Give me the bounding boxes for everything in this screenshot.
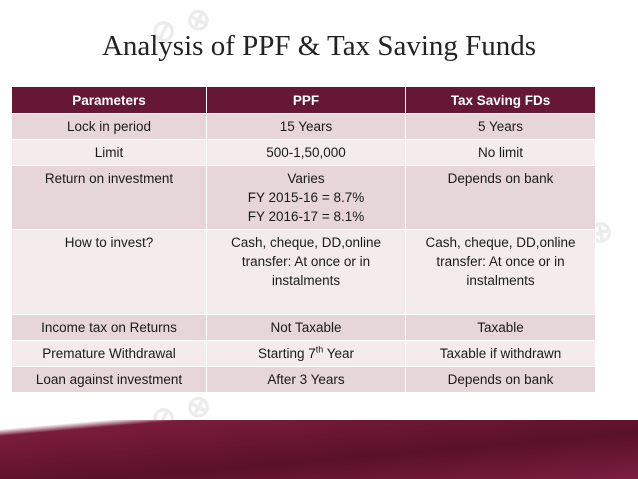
fd-cell: Taxable xyxy=(405,314,596,341)
comparison-table: Parameters PPF Tax Saving FDs Lock in pe… xyxy=(11,86,596,393)
param-cell: Return on investment xyxy=(11,165,207,230)
column-header: Parameters xyxy=(11,86,207,114)
param-cell: Premature Withdrawal xyxy=(11,340,207,367)
param-cell: How to invest? xyxy=(11,229,207,315)
cell-line: FY 2015-16 = 8.7% xyxy=(247,190,365,205)
ppf-cell: After 3 Years xyxy=(206,366,406,393)
cell-text: Year xyxy=(323,346,355,361)
param-cell: Lock in period xyxy=(11,113,207,140)
fd-cell: Depends on bank xyxy=(405,366,596,393)
fd-cell: Depends on bank xyxy=(405,165,596,230)
table-row: Income tax on Returns Not Taxable Taxabl… xyxy=(11,314,596,341)
cell-line: transfer: At once or in xyxy=(436,254,565,269)
table-row: Lock in period 15 Years 5 Years xyxy=(11,113,596,140)
cell-line: instalments xyxy=(466,273,535,288)
footer-band xyxy=(0,420,638,479)
slide-title: Analysis of PPF & Tax Saving Funds xyxy=(101,30,537,62)
ppf-cell: Varies FY 2015-16 = 8.7% FY 2016-17 = 8.… xyxy=(206,165,406,230)
header-row: Parameters PPF Tax Saving FDs xyxy=(11,86,596,114)
fd-cell: No limit xyxy=(405,139,596,166)
cell-line: Varies xyxy=(287,171,325,186)
cell-text: Starting 7 xyxy=(257,346,316,361)
column-header: Tax Saving FDs xyxy=(405,86,596,114)
param-cell: Income tax on Returns xyxy=(11,314,207,341)
cell-line: FY 2016-17 = 8.1% xyxy=(247,209,365,224)
ppf-cell: 15 Years xyxy=(206,113,406,140)
table-row: Limit 500-1,50,000 No limit xyxy=(11,139,596,166)
cell-line: instalments xyxy=(271,273,341,288)
param-cell: Loan against investment xyxy=(11,366,207,393)
ordinal-suffix: th xyxy=(315,344,324,355)
ppf-cell: Not Taxable xyxy=(206,314,406,341)
param-cell: Limit xyxy=(11,139,207,166)
ppf-cell: Cash, cheque, DD,online transfer: At onc… xyxy=(206,229,406,315)
cell-line: transfer: At once or in xyxy=(241,254,371,269)
fd-cell: Taxable if withdrawn xyxy=(405,340,596,367)
ppf-cell: Starting 7th Year xyxy=(206,340,406,367)
table-row: How to invest? Cash, cheque, DD,online t… xyxy=(11,229,596,315)
table-row: Return on investment Varies FY 2015-16 =… xyxy=(11,165,596,230)
table-row: Premature Withdrawal Starting 7th Year T… xyxy=(11,340,596,367)
cell-line: Cash, cheque, DD,online xyxy=(425,235,576,250)
ppf-cell: 500-1,50,000 xyxy=(206,139,406,166)
fd-cell: 5 Years xyxy=(405,113,596,140)
cell-line: Cash, cheque, DD,online xyxy=(230,235,382,250)
column-header: PPF xyxy=(206,86,406,114)
fd-cell: Cash, cheque, DD,online transfer: At onc… xyxy=(405,229,596,315)
table-row: Loan against investment After 3 Years De… xyxy=(11,366,596,393)
